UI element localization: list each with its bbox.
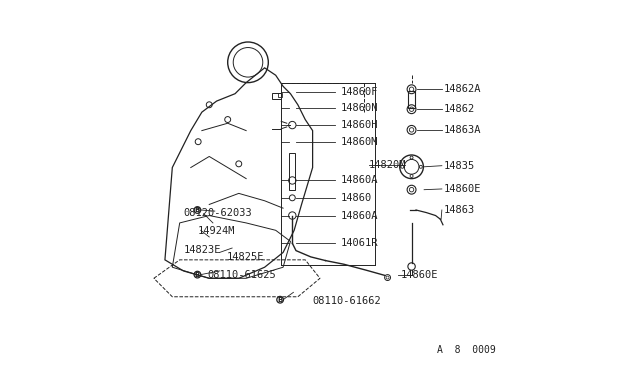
Text: 14863: 14863 xyxy=(444,205,475,215)
Text: 08120-62033: 08120-62033 xyxy=(184,208,252,218)
Text: 14924M: 14924M xyxy=(197,226,235,236)
Text: 14860E: 14860E xyxy=(444,184,481,194)
Bar xyxy=(272,93,281,99)
Bar xyxy=(278,93,282,97)
Text: 14860M: 14860M xyxy=(340,137,378,147)
Text: 14862A: 14862A xyxy=(444,84,481,94)
Text: 14863A: 14863A xyxy=(444,125,481,135)
Text: 14820M: 14820M xyxy=(369,160,406,170)
Text: 14860N: 14860N xyxy=(340,103,378,113)
Bar xyxy=(408,92,415,108)
Text: 14835: 14835 xyxy=(444,161,475,171)
Text: 14823E: 14823E xyxy=(184,244,221,254)
Text: B: B xyxy=(195,272,200,278)
Text: 14825E: 14825E xyxy=(227,252,264,262)
Text: A  8  0009: A 8 0009 xyxy=(436,345,495,355)
Text: 08110-61625: 08110-61625 xyxy=(207,270,276,280)
Text: 14061R: 14061R xyxy=(340,238,378,248)
Text: 14860E: 14860E xyxy=(401,270,438,280)
Text: 14860H: 14860H xyxy=(340,120,378,130)
Text: B: B xyxy=(278,297,283,303)
Text: 14860A: 14860A xyxy=(340,211,378,221)
Bar xyxy=(289,153,295,190)
Text: 14862: 14862 xyxy=(444,104,475,114)
Text: 08110-61662: 08110-61662 xyxy=(312,296,381,306)
Text: B: B xyxy=(195,207,200,213)
Text: 14860A: 14860A xyxy=(340,176,378,186)
Text: 14860: 14860 xyxy=(340,193,372,203)
Text: 14860F: 14860F xyxy=(340,87,378,97)
